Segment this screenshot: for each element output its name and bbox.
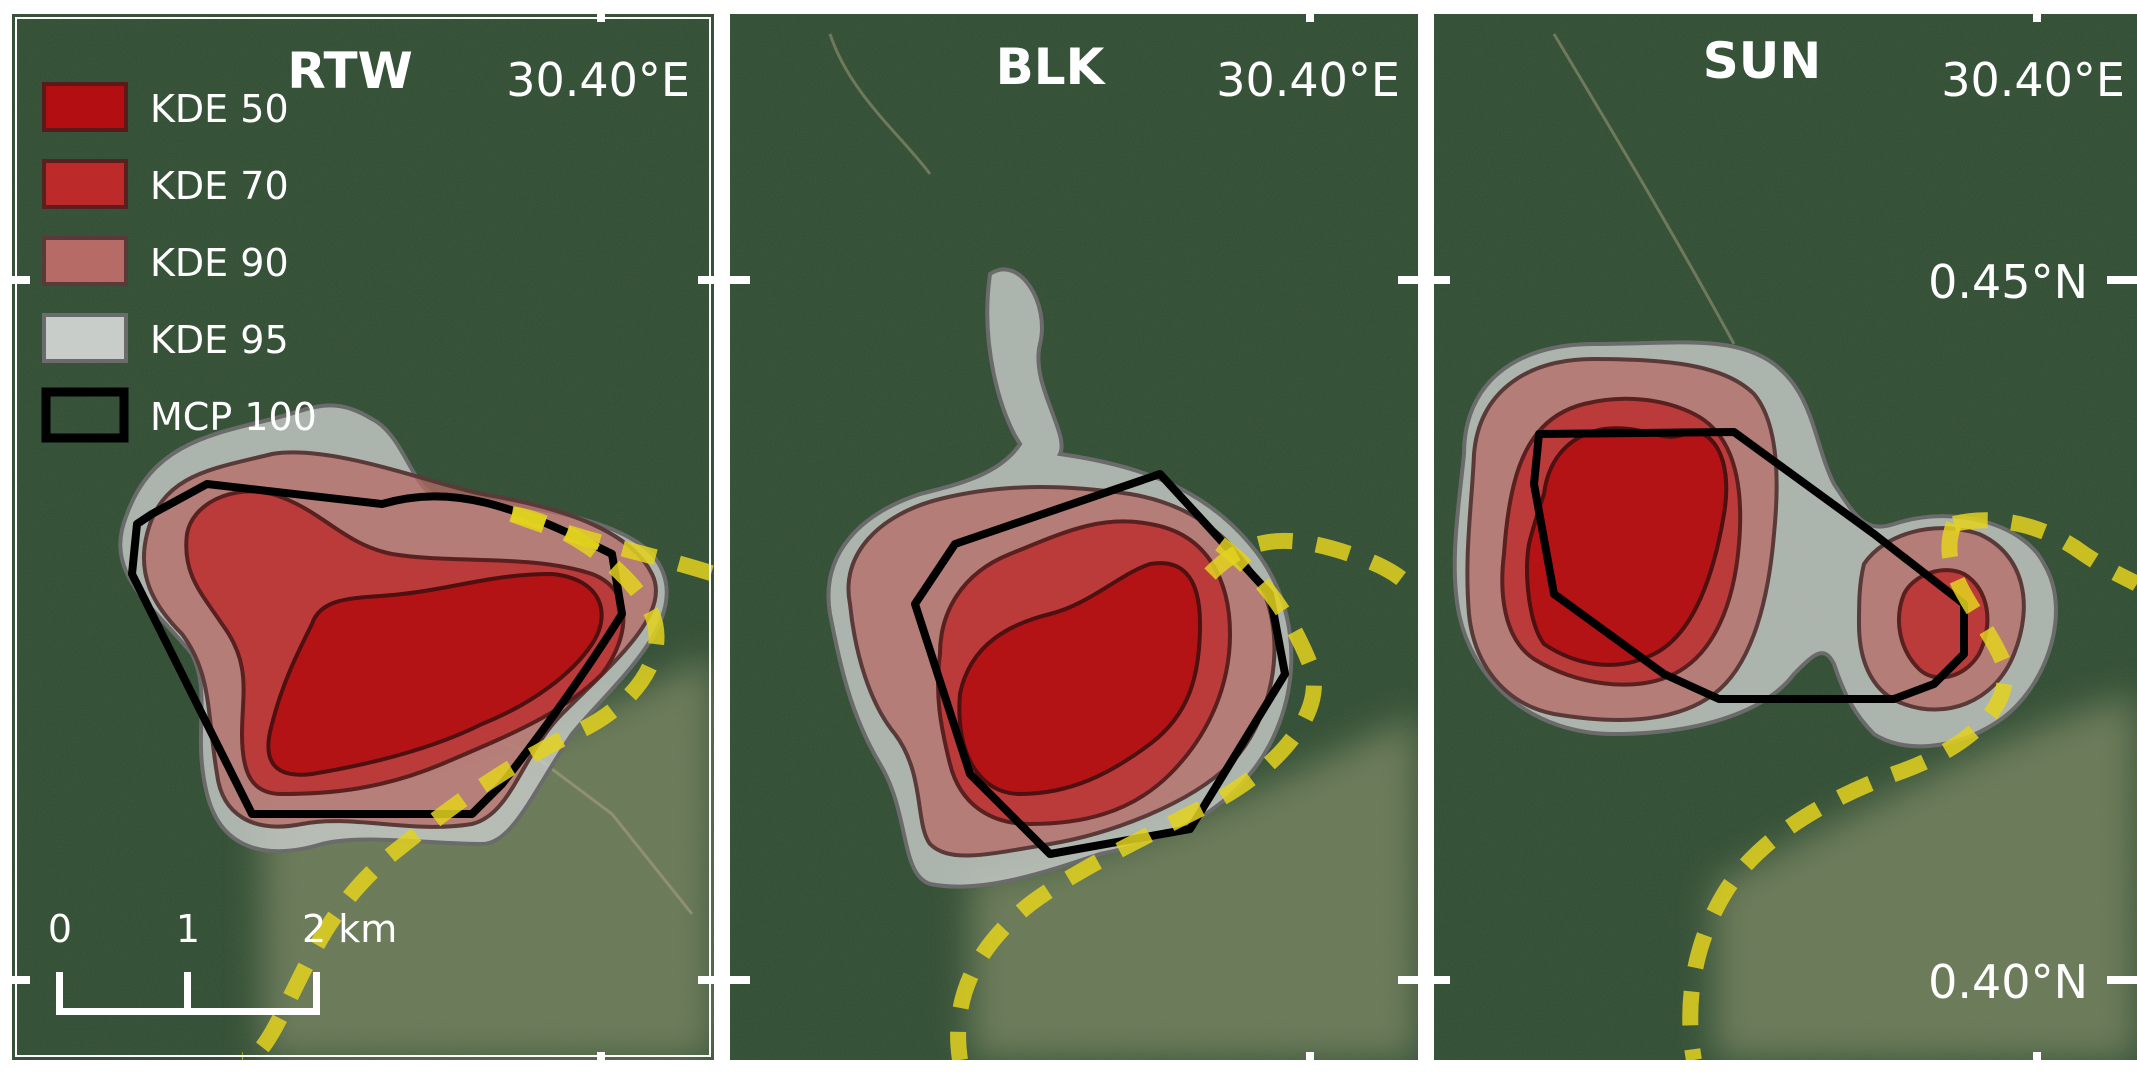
park-boundary-line bbox=[509, 506, 714, 582]
park-boundary-line bbox=[241, 506, 665, 1060]
kde-50-polygon bbox=[266, 571, 604, 777]
legend: KDE 50 KDE 70 KDE 90 KDE 95 MCP 100 bbox=[41, 82, 317, 443]
scale-label-1: 1 bbox=[176, 907, 200, 951]
panel-title-blk: BLK bbox=[996, 38, 1107, 96]
track bbox=[1552, 33, 1736, 345]
panel-title-rtw: RTW bbox=[287, 42, 413, 100]
map-panel-rtw bbox=[12, 14, 714, 1060]
farmland-area bbox=[970, 714, 1418, 1060]
legend-label-kde-90: KDE 90 bbox=[150, 241, 289, 285]
legend-swatch-kde-95 bbox=[42, 313, 128, 363]
mcp-100-polygon bbox=[911, 470, 1289, 858]
legend-swatch-kde-90 bbox=[42, 236, 128, 286]
legend-swatch-kde-70 bbox=[42, 159, 128, 209]
map-panel-sun bbox=[1434, 14, 2137, 1060]
mcp-100-polygon bbox=[1530, 428, 1968, 703]
longitude-label-sun: 30.40°E bbox=[1941, 53, 2125, 107]
kde-50-polygon bbox=[1525, 426, 1729, 667]
park-boundary-line bbox=[950, 537, 1322, 1060]
longitude-label-blk: 30.40°E bbox=[1216, 53, 1400, 107]
park-boundary-line bbox=[1952, 512, 2137, 591]
kde-50-polygon bbox=[957, 561, 1203, 797]
legend-label-kde-50: KDE 50 bbox=[150, 87, 289, 131]
scale-bar: 0 1 2 km bbox=[48, 907, 397, 1015]
farmland-area bbox=[1714, 694, 2137, 1060]
scale-label-0: 0 bbox=[48, 907, 72, 951]
track bbox=[828, 33, 932, 175]
park-boundary-line bbox=[1682, 521, 2014, 1060]
park-boundary-line bbox=[1204, 532, 1418, 600]
map-panel-blk bbox=[730, 14, 1418, 1060]
legend-swatch-kde-50 bbox=[42, 82, 128, 132]
latitude-label-upper: 0.45°N bbox=[1928, 255, 2088, 309]
panel-title-sun: SUN bbox=[1703, 32, 1821, 90]
scale-label-2km: 2 km bbox=[302, 907, 397, 951]
legend-label-mcp-100: MCP 100 bbox=[150, 395, 317, 439]
legend-label-kde-95: KDE 95 bbox=[150, 318, 289, 362]
legend-label-kde-70: KDE 70 bbox=[150, 164, 289, 208]
latitude-label-lower: 0.40°N bbox=[1928, 955, 2088, 1009]
longitude-label-rtw: 30.40°E bbox=[506, 53, 690, 107]
legend-swatch-mcp-100 bbox=[41, 387, 129, 443]
mcp-100-polygon bbox=[128, 480, 626, 818]
farmland-area bbox=[262, 654, 714, 1060]
